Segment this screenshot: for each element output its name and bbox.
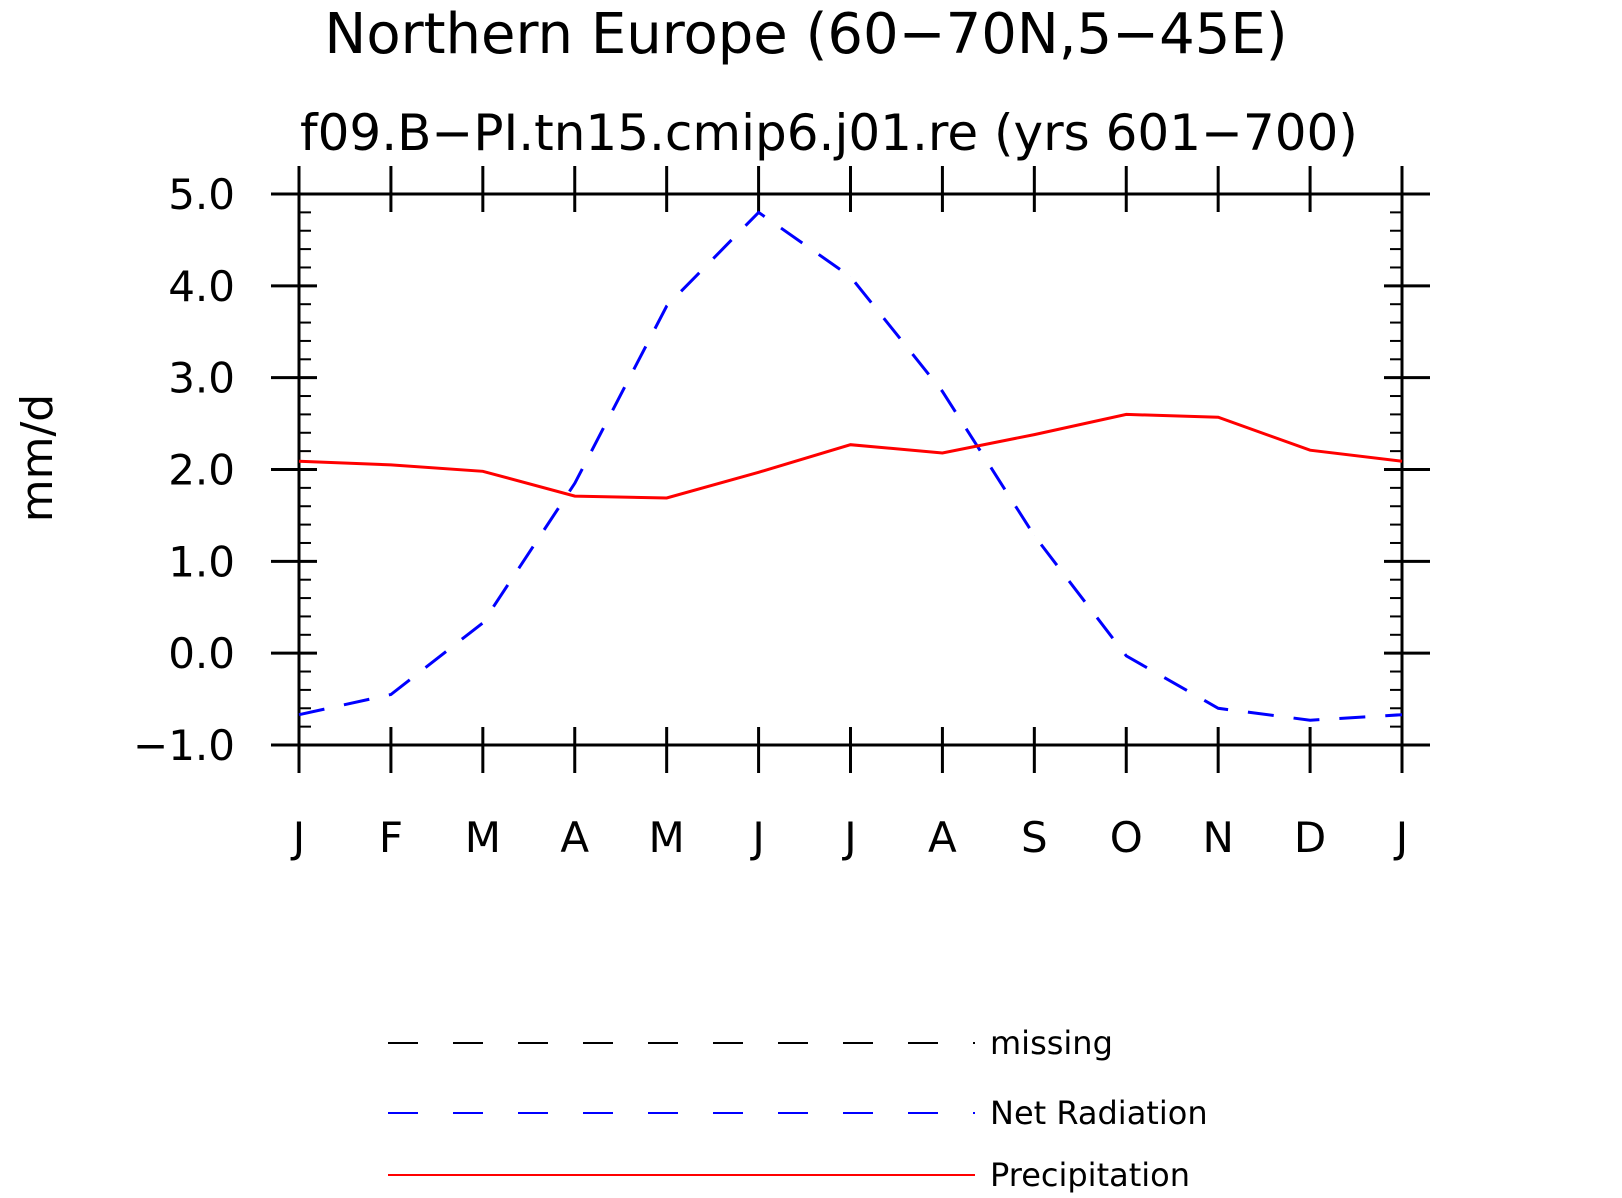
y-tick-label: 4.0 — [168, 262, 235, 311]
x-tick-label: A — [928, 813, 957, 862]
x-tick-label: F — [379, 813, 403, 862]
x-tick-label: D — [1294, 813, 1326, 862]
legend-label-precipitation: Precipitation — [990, 1156, 1190, 1194]
series-line-precipitation — [298, 412, 1403, 500]
x-tick-label: M — [649, 813, 685, 862]
y-tick-label: 3.0 — [168, 354, 235, 403]
x-tick-label: S — [1021, 813, 1048, 862]
x-tick-label: A — [560, 813, 589, 862]
legend: missing Net Radiation Precipitation — [388, 1024, 1208, 1194]
y-tick-label: −1.0 — [133, 721, 235, 770]
x-tick-label: J — [749, 813, 764, 862]
x-tick-label: J — [841, 813, 856, 862]
y-tick-label: 2.0 — [168, 446, 235, 495]
x-tick-label: M — [465, 813, 501, 862]
x-tick-label: J — [1393, 813, 1408, 862]
series-line-net-radiation — [298, 210, 1403, 722]
x-tick-label: N — [1202, 813, 1233, 862]
legend-label-net-radiation: Net Radiation — [990, 1094, 1208, 1132]
chart-subtitle: f09.B−PI.tn15.cmip6.j01.re (yrs 601−700) — [300, 104, 1358, 162]
legend-label-missing: missing — [990, 1024, 1113, 1062]
x-tick-label: J — [290, 813, 305, 862]
chart-title: Northern Europe (60−70N,5−45E) — [324, 2, 1287, 67]
y-tick-label: 1.0 — [168, 537, 235, 586]
y-tick-label: 5.0 — [168, 170, 235, 219]
x-tick-label: O — [1110, 813, 1143, 862]
y-axis-label: mm/d — [12, 394, 63, 522]
plot-area: J F M A M J J A S O N D J 5.0 4.0 3.0 2.0 1.0 0.0 −1.0 — [133, 166, 1430, 862]
y-tick-label: 0.0 — [168, 629, 235, 678]
